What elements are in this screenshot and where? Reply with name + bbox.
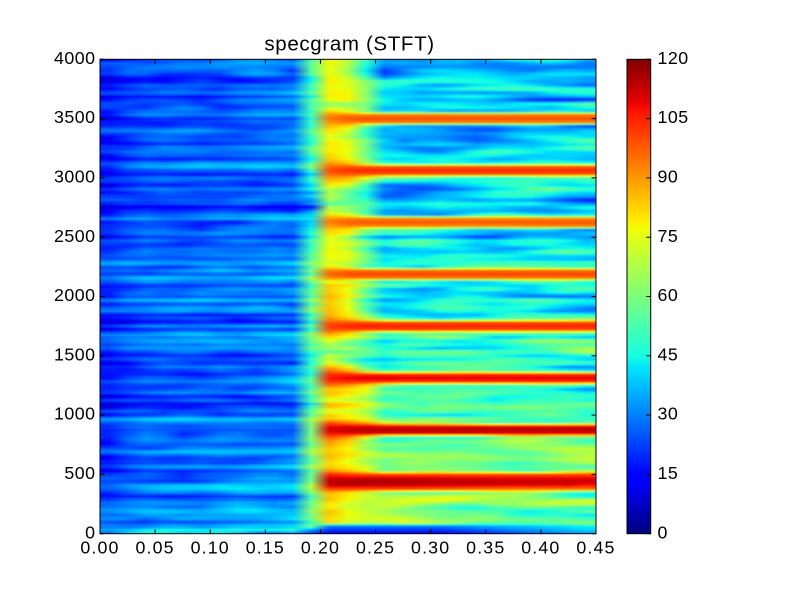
svg-text:15: 15 — [658, 463, 679, 483]
svg-text:105: 105 — [658, 107, 689, 127]
svg-text:0.20: 0.20 — [301, 538, 340, 558]
svg-text:0.25: 0.25 — [356, 538, 395, 558]
svg-text:specgram (STFT): specgram (STFT) — [264, 33, 434, 56]
svg-text:90: 90 — [658, 167, 679, 187]
svg-text:0.15: 0.15 — [246, 538, 285, 558]
svg-text:1500: 1500 — [54, 344, 96, 364]
svg-text:0.10: 0.10 — [191, 538, 230, 558]
svg-text:0: 0 — [85, 522, 95, 542]
svg-text:0: 0 — [658, 522, 668, 542]
svg-text:3500: 3500 — [54, 107, 96, 127]
svg-text:0.00: 0.00 — [80, 538, 119, 558]
svg-text:45: 45 — [658, 344, 679, 364]
svg-text:60: 60 — [658, 285, 679, 305]
svg-text:0.35: 0.35 — [466, 538, 505, 558]
svg-text:4000: 4000 — [54, 48, 96, 68]
svg-text:120: 120 — [658, 48, 689, 68]
svg-text:30: 30 — [658, 404, 679, 424]
svg-text:3000: 3000 — [54, 167, 96, 187]
svg-text:0.45: 0.45 — [576, 538, 615, 558]
svg-text:2500: 2500 — [54, 226, 96, 246]
svg-text:0.30: 0.30 — [411, 538, 450, 558]
svg-text:75: 75 — [658, 226, 679, 246]
svg-text:1000: 1000 — [54, 404, 96, 424]
svg-text:2000: 2000 — [54, 285, 96, 305]
svg-text:0.40: 0.40 — [521, 538, 560, 558]
svg-text:500: 500 — [64, 463, 95, 483]
svg-text:0.05: 0.05 — [136, 538, 175, 558]
